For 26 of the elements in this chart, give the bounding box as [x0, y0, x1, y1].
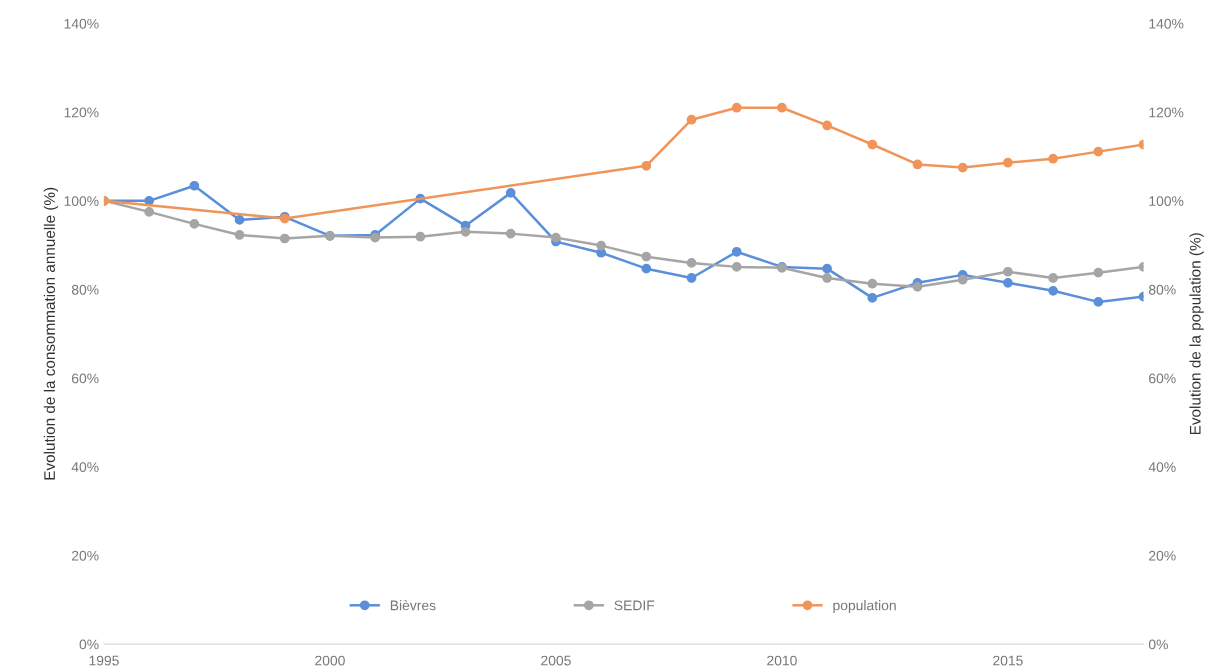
y2-tick-label: 60% — [1149, 373, 1176, 384]
x-tick-label: 2005 — [541, 655, 571, 666]
legend-label: Bièvres — [390, 599, 436, 611]
x-tick-label: 2015 — [993, 655, 1023, 666]
y-tick-label: 120% — [64, 107, 99, 118]
y-tick-label: 140% — [64, 18, 99, 29]
x-tick-label: 2010 — [767, 655, 797, 666]
y-tick-label: 80% — [71, 284, 99, 295]
y2-tick-label: 40% — [1148, 462, 1176, 472]
x-tick-label: 2000 — [315, 655, 345, 666]
x-tick-label: 1995 — [89, 655, 119, 666]
y-tick-label: 0% — [79, 639, 99, 650]
y-axis-title: Evolution de la consommation annuelle (%) — [43, 187, 59, 480]
y-tick-label: 100% — [64, 196, 99, 206]
y-tick-label: 40% — [71, 462, 99, 472]
y2-tick-label: 20% — [1149, 550, 1176, 561]
legend-label: population — [833, 600, 896, 614]
y-tick-label: 20% — [72, 550, 99, 561]
legend-label: SEDIF — [614, 600, 655, 611]
y2-tick-label: 140% — [1149, 18, 1184, 29]
y2-tick-label: 120% — [1149, 107, 1184, 118]
y-tick-label: 60% — [72, 373, 99, 384]
y2-tick-label: 100% — [1149, 196, 1184, 206]
y2-tick-label: 0% — [1148, 639, 1168, 650]
y2-tick-label: 80% — [1148, 284, 1176, 295]
y2-axis-title: Evolution de la population (%) — [1189, 233, 1204, 435]
